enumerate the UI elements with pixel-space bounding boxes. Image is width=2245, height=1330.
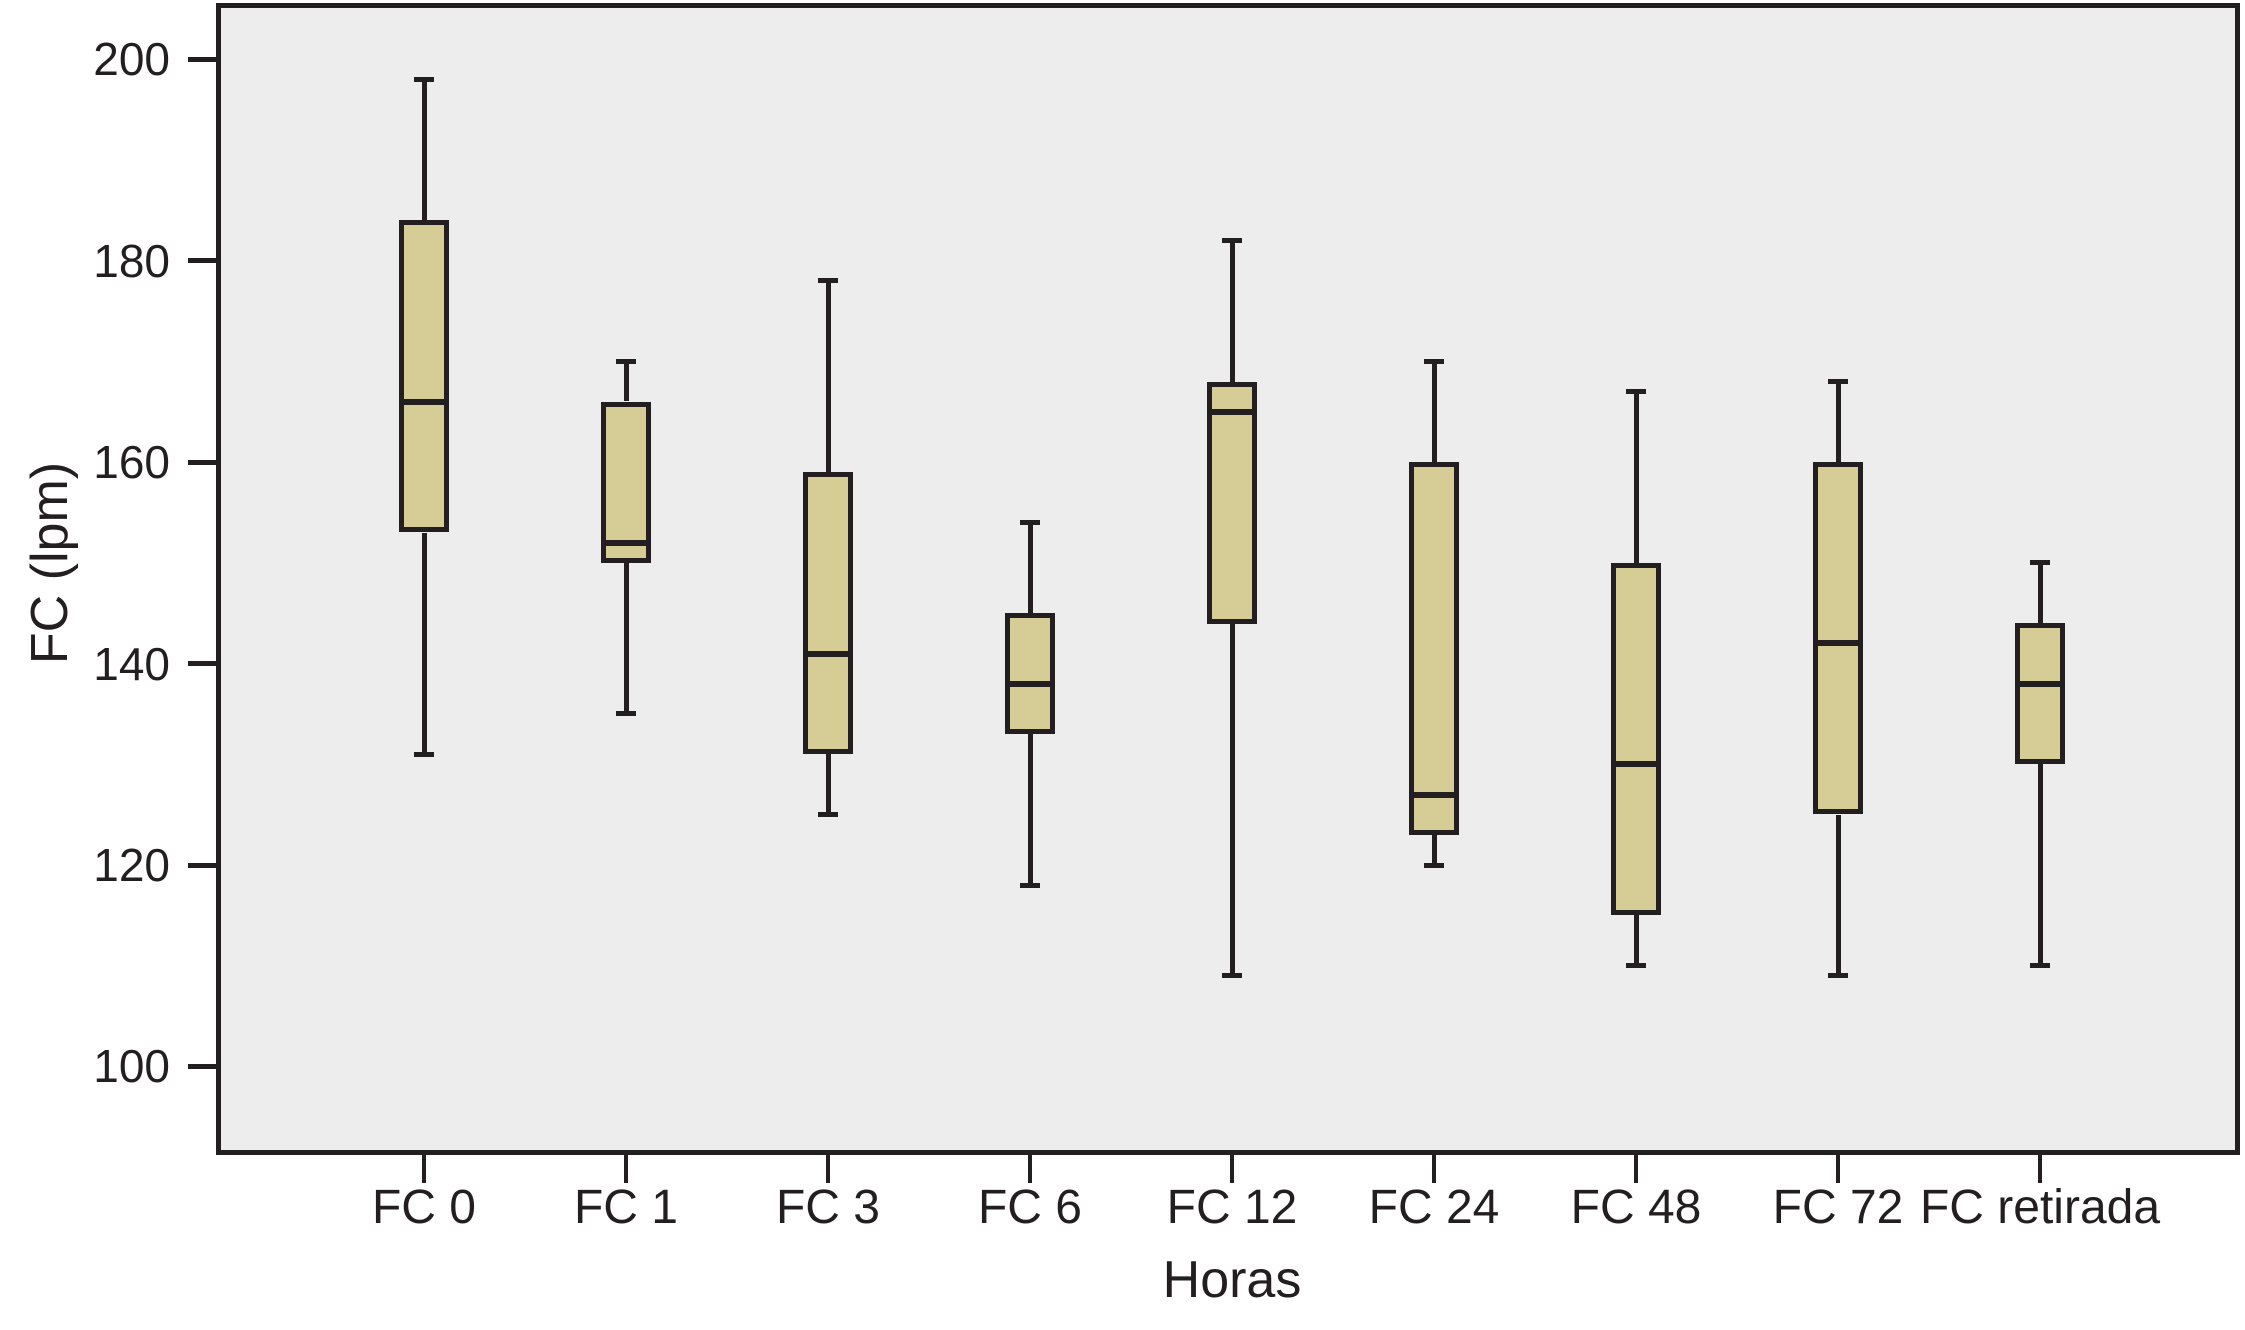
y-tick-mark xyxy=(188,1064,216,1069)
y-axis-title: FC (lpm) xyxy=(21,461,79,665)
upper-whisker-cap-fc-retirada xyxy=(2030,560,2050,565)
upper-whisker-fc-1 xyxy=(624,361,629,401)
median-line-fc-0 xyxy=(399,399,449,405)
x-tick-mark xyxy=(624,1155,628,1183)
median-line-fc-72 xyxy=(1813,640,1863,646)
lower-whisker-cap-fc-0 xyxy=(414,752,434,757)
median-line-fc-48 xyxy=(1611,761,1661,767)
y-tick-mark xyxy=(188,661,216,666)
upper-whisker-cap-fc-6 xyxy=(1020,520,1040,525)
x-tick-label: FC retirada xyxy=(1919,1181,2161,1234)
lower-whisker-fc-retirada xyxy=(2038,764,2043,965)
y-tick-label: 120 xyxy=(93,839,170,891)
y-tick-label: 100 xyxy=(93,1040,170,1092)
box-fc-retirada xyxy=(2015,623,2065,764)
lower-whisker-cap-fc-1 xyxy=(616,711,636,716)
upper-whisker-cap-fc-12 xyxy=(1222,238,1242,243)
median-line-fc-1 xyxy=(601,540,651,546)
x-tick-mark xyxy=(422,1155,426,1183)
x-tick-label: FC 24 xyxy=(1368,1181,1500,1234)
lower-whisker-cap-fc-6 xyxy=(1020,883,1040,888)
upper-whisker-cap-fc-48 xyxy=(1626,389,1646,394)
lower-whisker-fc-72 xyxy=(1836,815,1841,976)
y-tick-mark xyxy=(188,57,216,62)
median-line-fc-12 xyxy=(1207,409,1257,415)
y-tick-label: 200 xyxy=(93,33,170,85)
median-line-fc-retirada xyxy=(2015,681,2065,687)
x-tick-label: FC 12 xyxy=(1166,1181,1298,1234)
x-tick-mark xyxy=(826,1155,830,1183)
upper-whisker-fc-retirada xyxy=(2038,563,2043,623)
x-tick-label: FC 1 xyxy=(573,1181,678,1234)
x-tick-label: FC 6 xyxy=(977,1181,1082,1234)
y-tick-label: 160 xyxy=(93,436,170,488)
x-axis-title: Horas xyxy=(1162,1251,1302,1309)
x-tick-label: FC 48 xyxy=(1570,1181,1702,1234)
lower-whisker-fc-1 xyxy=(624,563,629,714)
y-tick-mark xyxy=(188,863,216,868)
lower-whisker-fc-0 xyxy=(422,533,427,755)
x-tick-mark xyxy=(1836,1155,1840,1183)
x-tick-mark xyxy=(1634,1155,1638,1183)
lower-whisker-fc-6 xyxy=(1028,734,1033,885)
upper-whisker-fc-48 xyxy=(1634,392,1639,563)
box-fc-0 xyxy=(399,220,449,532)
x-tick-mark xyxy=(1028,1155,1032,1183)
box-fc-6 xyxy=(1005,613,1055,734)
upper-whisker-fc-3 xyxy=(826,281,831,472)
box-fc-3 xyxy=(803,472,853,754)
median-line-fc-6 xyxy=(1005,681,1055,687)
x-tick-mark xyxy=(1432,1155,1436,1183)
upper-whisker-cap-fc-1 xyxy=(616,359,636,364)
box-fc-72 xyxy=(1813,462,1863,814)
median-line-fc-24 xyxy=(1409,792,1459,798)
box-fc-48 xyxy=(1611,563,1661,915)
upper-whisker-fc-24 xyxy=(1432,361,1437,462)
lower-whisker-cap-fc-12 xyxy=(1222,973,1242,978)
y-tick-mark xyxy=(188,460,216,465)
lower-whisker-cap-fc-retirada xyxy=(2030,963,2050,968)
upper-whisker-fc-6 xyxy=(1028,523,1033,614)
box-fc-24 xyxy=(1409,462,1459,835)
x-tick-mark xyxy=(2038,1155,2042,1183)
upper-whisker-cap-fc-3 xyxy=(818,278,838,283)
lower-whisker-fc-3 xyxy=(826,754,831,814)
lower-whisker-cap-fc-3 xyxy=(818,812,838,817)
lower-whisker-fc-24 xyxy=(1432,835,1437,865)
lower-whisker-cap-fc-72 xyxy=(1828,973,1848,978)
median-line-fc-3 xyxy=(803,651,853,657)
x-tick-label: FC 3 xyxy=(775,1181,880,1234)
lower-whisker-cap-fc-48 xyxy=(1626,963,1646,968)
y-tick-label: 140 xyxy=(93,638,170,690)
box-fc-12 xyxy=(1207,382,1257,624)
y-tick-mark xyxy=(188,258,216,263)
upper-whisker-fc-0 xyxy=(422,80,427,221)
lower-whisker-cap-fc-24 xyxy=(1424,863,1444,868)
lower-whisker-fc-48 xyxy=(1634,915,1639,965)
upper-whisker-fc-72 xyxy=(1836,382,1841,463)
x-tick-mark xyxy=(1230,1155,1234,1183)
upper-whisker-cap-fc-72 xyxy=(1828,379,1848,384)
box-fc-1 xyxy=(601,402,651,563)
lower-whisker-fc-12 xyxy=(1230,623,1235,975)
upper-whisker-cap-fc-24 xyxy=(1424,359,1444,364)
y-tick-label: 180 xyxy=(93,235,170,287)
upper-whisker-fc-12 xyxy=(1230,241,1235,382)
x-tick-label: FC 72 xyxy=(1772,1181,1904,1234)
x-tick-label: FC 0 xyxy=(371,1181,476,1234)
upper-whisker-cap-fc-0 xyxy=(414,77,434,82)
